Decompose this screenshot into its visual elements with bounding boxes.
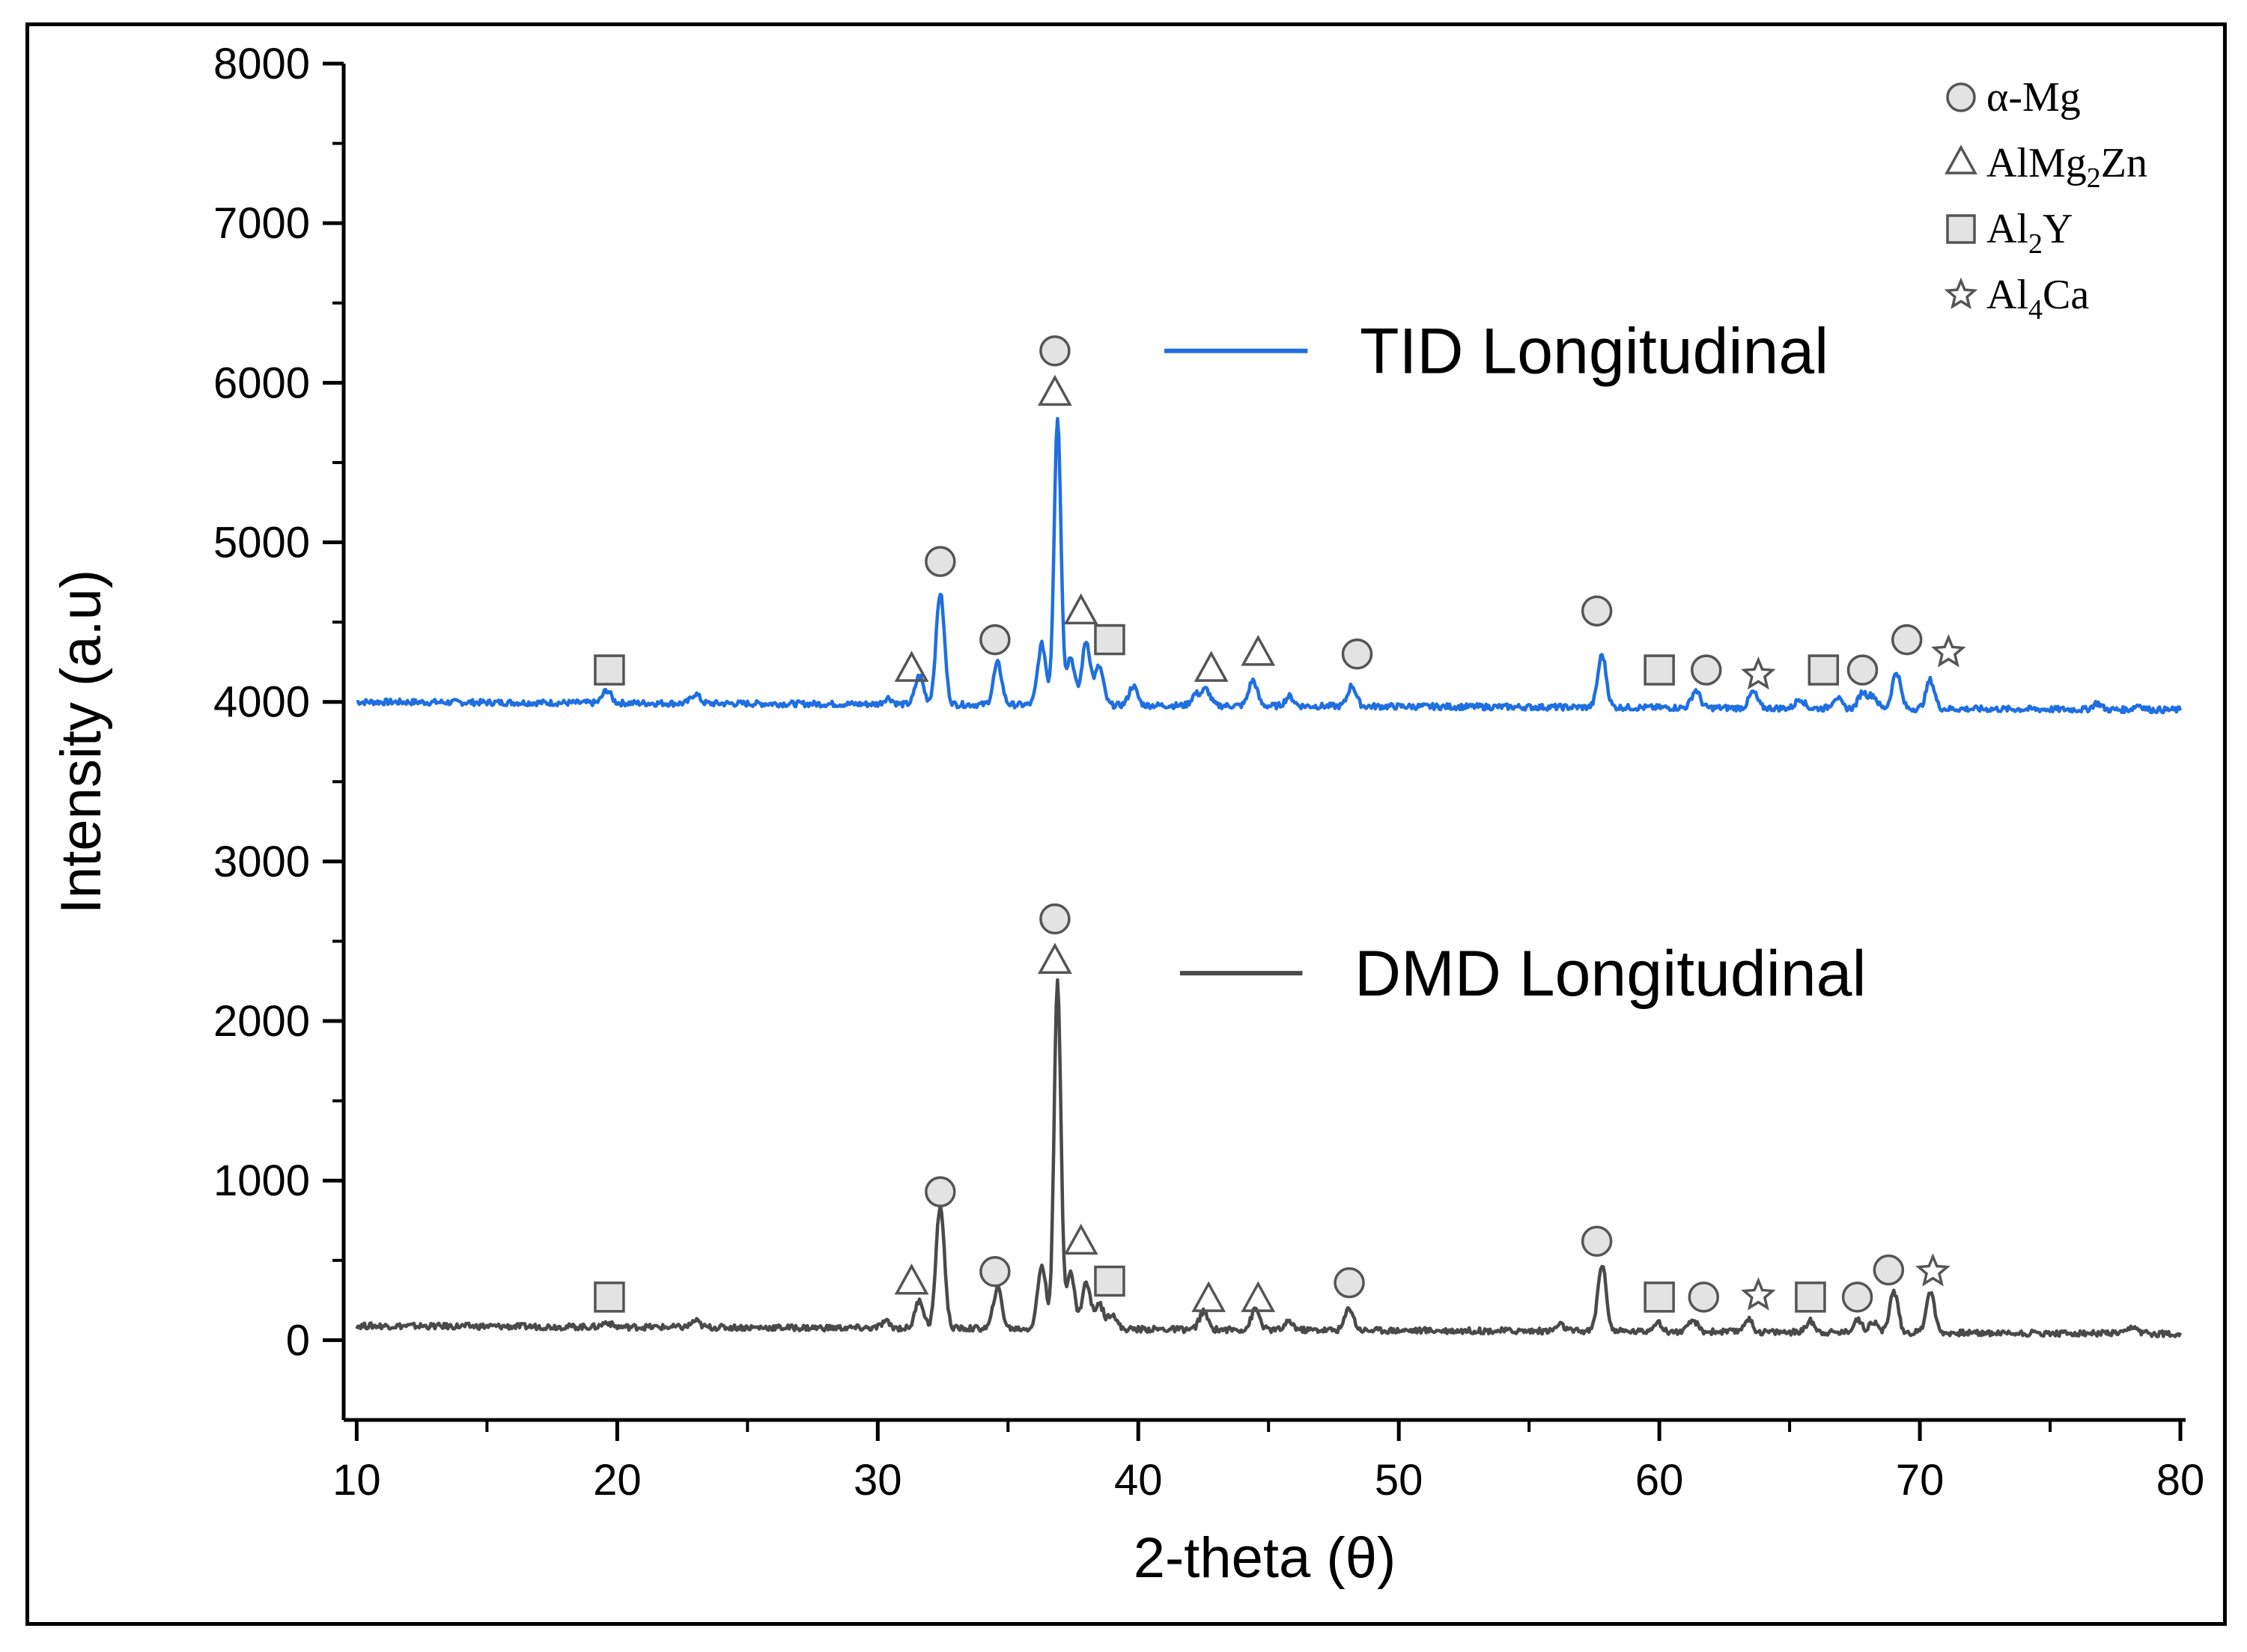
y-tick-label: 7000 [213, 199, 310, 248]
circle-marker [1873, 1254, 1905, 1286]
circle-marker [925, 546, 956, 577]
triangle-marker [1037, 942, 1072, 974]
triangle-marker [894, 650, 929, 682]
circle-marker [1841, 1281, 1873, 1313]
axes: 0 1000 2000 3000 4000 5000 6000 7000 8000 10 20 30 4… [213, 40, 2204, 1505]
square-marker [1094, 1265, 1125, 1297]
star-marker [1741, 1277, 1776, 1311]
legend: α-Mg AlMg2Zn Al2Y Al4Ca [1944, 74, 2147, 326]
y-tick-label: 4000 [213, 678, 310, 727]
x-axis-title: 2-theta (θ) [1134, 1526, 1396, 1590]
legend-square-icon [1946, 214, 1976, 244]
legend-entry-text: Al2Y [1986, 206, 2073, 260]
legend-entry-text: Al4Ca [1986, 272, 2089, 326]
circle-marker [1334, 1267, 1365, 1299]
legend-circle-icon [1946, 82, 1976, 112]
triangle-marker [1241, 1281, 1276, 1312]
legend-triangle-icon [1945, 144, 1977, 174]
square-marker [1807, 654, 1840, 686]
square-marker [594, 654, 625, 686]
series-labels: TID Longitudinal DMD Longitudinal [1164, 316, 1867, 1010]
circle-marker [1341, 638, 1373, 670]
star-marker [1915, 1253, 1950, 1287]
x-tick-label: 10 [332, 1456, 381, 1505]
circle-marker [1846, 654, 1879, 686]
square-marker [1795, 1281, 1826, 1313]
circle-marker [979, 624, 1011, 656]
triangle-marker [894, 1264, 929, 1295]
tid-series-line [356, 417, 2183, 715]
circle-marker [1581, 595, 1613, 627]
x-tick-label: 60 [1635, 1456, 1684, 1505]
tid-label-text: TID Longitudinal [1360, 316, 1828, 388]
triangle-marker [1194, 650, 1229, 682]
series-layer [355, 417, 2183, 1338]
phase-markers [594, 335, 1966, 1313]
legend-entry-text: α-Mg [1986, 74, 2081, 121]
x-tick-label: 70 [1896, 1456, 1945, 1505]
circle-marker [1039, 903, 1071, 935]
x-tick-label: 20 [593, 1456, 642, 1505]
triangle-marker [1241, 635, 1276, 666]
circle-marker [925, 1176, 956, 1207]
circle-marker [1688, 1281, 1720, 1313]
star-marker [1741, 656, 1776, 690]
y-tick-label: 6000 [213, 359, 310, 407]
y-tick-label: 8000 [213, 40, 310, 88]
triangle-marker [1191, 1281, 1226, 1312]
x-tick-label: 80 [2156, 1456, 2205, 1505]
legend-entry-text: AlMg2Zn [1986, 140, 2147, 194]
square-marker [1644, 654, 1675, 686]
y-tick-label: 5000 [213, 519, 310, 567]
y-tick-label: 1000 [213, 1156, 310, 1205]
square-marker [1644, 1281, 1675, 1313]
dmd-series-line [355, 978, 2183, 1338]
circle-marker [1891, 624, 1923, 656]
square-marker [594, 1281, 625, 1313]
dmd-label-text: DMD Longitudinal [1354, 938, 1867, 1010]
star-marker [1931, 634, 1966, 668]
y-axis-title: Intensity (a.u) [49, 570, 113, 914]
y-tick-label: 2000 [213, 997, 310, 1046]
circle-marker [1039, 335, 1071, 367]
legend-star-icon [1944, 277, 1978, 309]
x-tick-label: 30 [854, 1456, 902, 1505]
triangle-marker [1063, 593, 1098, 625]
triangle-marker [1063, 1223, 1098, 1255]
figure-frame: 0 1000 2000 3000 4000 5000 6000 7000 8000 10 20 30 4… [25, 22, 2227, 1626]
circle-marker [979, 1255, 1011, 1287]
x-tick-label: 50 [1375, 1456, 1423, 1505]
x-tick-label: 40 [1114, 1456, 1163, 1505]
circle-marker [1581, 1225, 1613, 1257]
square-marker [1094, 624, 1125, 656]
xrd-chart: 0 1000 2000 3000 4000 5000 6000 7000 8000 10 20 30 4… [49, 40, 2204, 1590]
triangle-marker [1037, 374, 1072, 406]
y-tick-label: 3000 [213, 838, 310, 886]
y-tick-label: 0 [286, 1316, 310, 1365]
circle-marker [1691, 654, 1722, 686]
